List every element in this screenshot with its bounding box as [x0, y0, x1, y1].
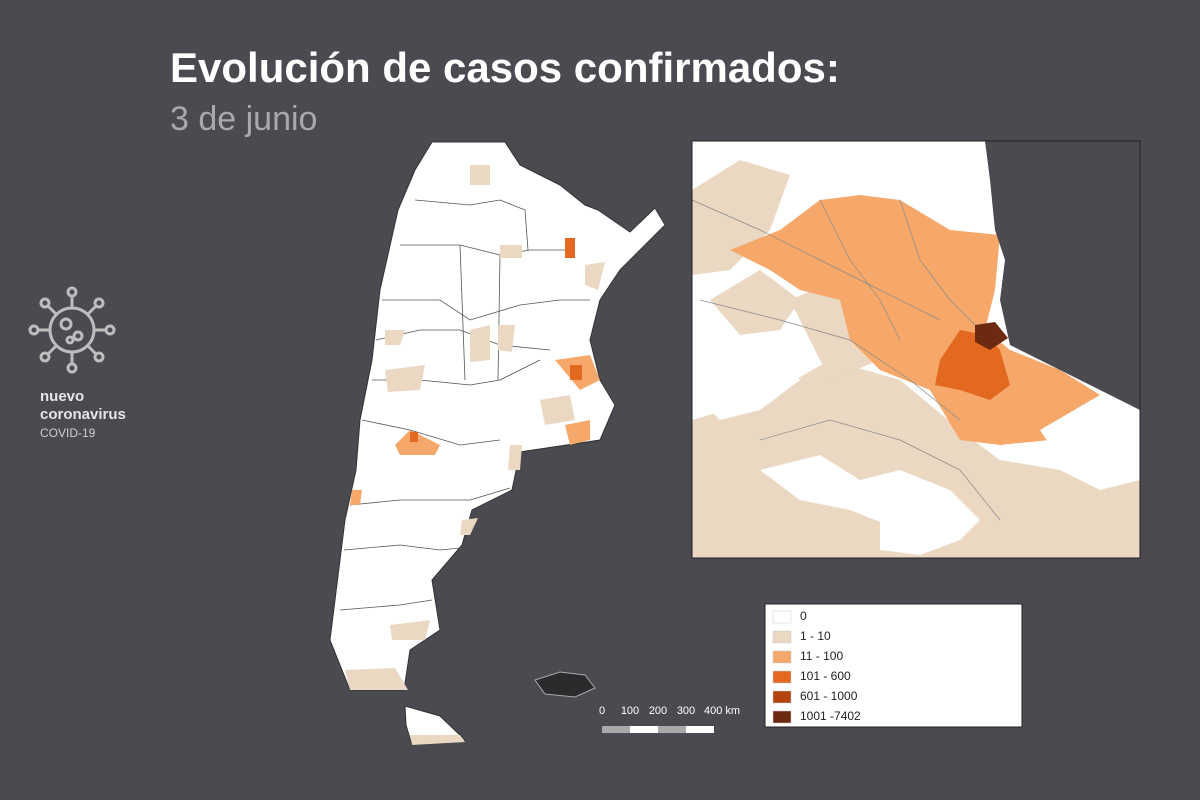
title: Evolución de casos confirmados: [170, 44, 840, 91]
legend-swatch [772, 650, 792, 664]
legend-swatch [772, 690, 792, 704]
virus-icon [28, 286, 116, 374]
scale-labels: 0 100 200 300 400 km [599, 705, 740, 717]
scale-label: 400 km [704, 705, 740, 717]
legend-box [764, 603, 1023, 728]
scale-label: 0 [599, 705, 605, 717]
legend-label: 0 [800, 609, 807, 623]
logo-text: nuevo [40, 388, 84, 405]
inset-map [691, 140, 1141, 559]
logo-text: COVID-19 [40, 426, 96, 440]
scale-bar [602, 726, 714, 733]
legend-label: 1001 -7402 [800, 709, 861, 723]
legend-swatch [772, 710, 792, 724]
legend: 0 1 - 10 11 - 100 101 - 600 601 - 1000 1001 -… [772, 609, 861, 724]
legend-label: 1 - 10 [800, 629, 831, 643]
legend-label: 11 - 100 [800, 649, 843, 663]
scale-label: 100 [621, 705, 639, 717]
subtitle: 3 de junio [170, 100, 317, 138]
legend-label: 601 - 1000 [800, 689, 858, 703]
legend-swatch [772, 610, 792, 624]
scale-label: 200 [649, 705, 667, 717]
scale-label: 300 [677, 705, 695, 717]
legend-swatch [772, 670, 792, 684]
logo-text: coronavirus [40, 406, 126, 423]
argentina-map [329, 141, 666, 746]
legend-label: 101 - 600 [800, 669, 851, 683]
legend-swatch [772, 630, 792, 644]
